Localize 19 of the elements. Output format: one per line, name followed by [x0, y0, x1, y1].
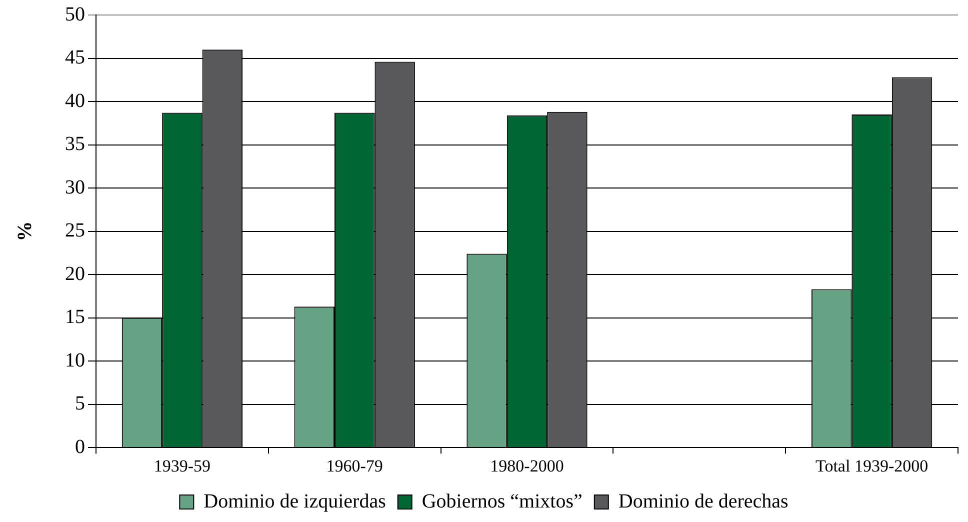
- legend-label: Dominio de derechas: [618, 490, 789, 512]
- y-tick-label: 20: [65, 262, 85, 285]
- y-tick-label: 5: [75, 392, 85, 415]
- y-tick-label: 35: [65, 133, 85, 156]
- x-tick-label: Total 1939-2000: [815, 456, 928, 476]
- x-tick-label: 1939-59: [154, 456, 211, 476]
- y-tick-label: 30: [65, 176, 85, 198]
- x-tick-label: 1960-79: [326, 456, 383, 476]
- x-tick-label: 1980-2000: [490, 456, 564, 476]
- y-tick-label: 10: [65, 349, 85, 372]
- legend-label: Dominio de izquierdas: [204, 490, 386, 512]
- y-tick-label: 40: [65, 90, 85, 112]
- legend-label: Gobiernos “mixtos”: [422, 490, 582, 512]
- y-tick-label: 45: [65, 46, 85, 69]
- y-tick-label: 0: [75, 436, 85, 458]
- y-tick-label: 50: [65, 3, 85, 26]
- y-axis-title: %: [14, 221, 36, 242]
- y-tick-label: 25: [65, 220, 85, 242]
- y-tick-label: 15: [65, 306, 85, 328]
